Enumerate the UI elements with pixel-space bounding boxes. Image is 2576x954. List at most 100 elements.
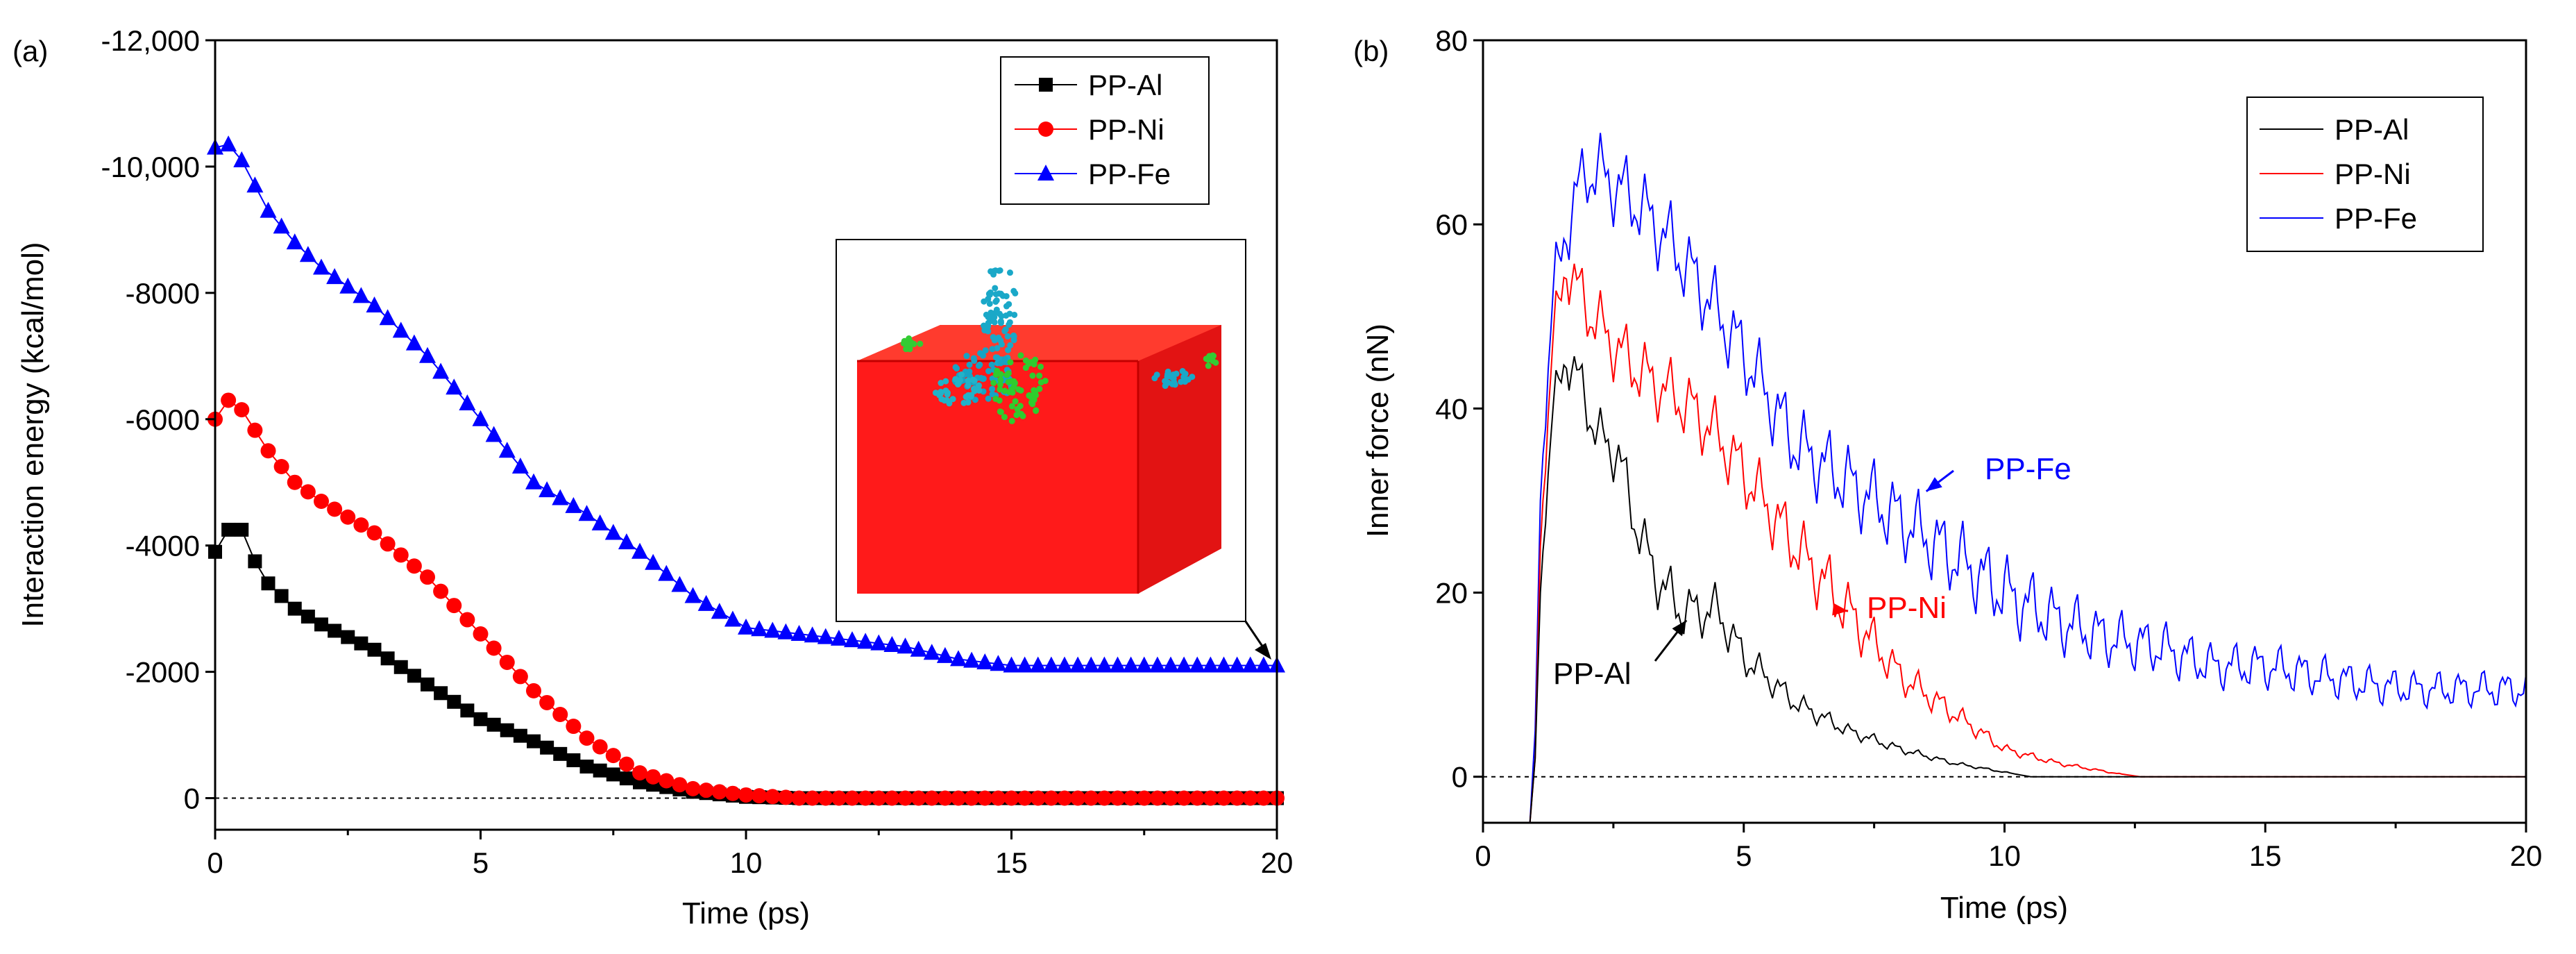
data-point (1003, 790, 1019, 806)
data-point (579, 760, 594, 774)
panel-a-y-axis-title: Interaction energy (kcal/mol) (16, 242, 50, 627)
polymer-bead (991, 337, 998, 344)
data-point (539, 694, 555, 710)
data-point (512, 669, 528, 685)
data-point (1096, 790, 1112, 806)
polymer-bead (1007, 359, 1014, 366)
panel-a-inset (836, 239, 1246, 622)
data-point (1083, 790, 1099, 806)
data-point (379, 309, 396, 326)
series-line-pp-fe (1529, 133, 2527, 823)
panel-a-legend-box (1000, 56, 1210, 205)
polymer-bead (997, 408, 1004, 415)
data-point (672, 777, 688, 793)
a-x-tick-label: 10 (730, 846, 763, 879)
data-point (923, 644, 940, 660)
data-point (327, 501, 343, 517)
data-point (724, 785, 740, 801)
data-point (511, 457, 529, 474)
a-x-tick-label: 20 (1261, 846, 1294, 879)
panel-a-x-axis-title: Time (ps) (682, 896, 810, 930)
data-point (233, 151, 251, 167)
data-point (606, 767, 620, 782)
data-point (844, 631, 861, 648)
a-x-tick-label: 15 (995, 846, 1028, 879)
polymer-bead (949, 396, 956, 403)
legend-marker (1039, 78, 1053, 92)
polymer-bead (971, 358, 978, 365)
data-point (340, 509, 356, 525)
polymer-bead (1153, 371, 1160, 378)
data-point (393, 547, 409, 563)
polymer-bead (1031, 387, 1037, 394)
data-point (1017, 790, 1033, 806)
b-x-tick-label: 0 (1475, 839, 1491, 872)
data-point (299, 246, 316, 262)
data-point (420, 569, 435, 585)
annotation-arrowhead (1832, 603, 1849, 616)
polymer-bead (903, 346, 910, 353)
data-point (1229, 790, 1245, 806)
b-y-tick-label: 20 (1435, 577, 1468, 610)
data-point (990, 655, 1007, 671)
polymer-bead (955, 380, 962, 387)
a-x-tick-label: 0 (207, 846, 223, 879)
data-point (353, 287, 370, 303)
polymer-bead (944, 391, 951, 398)
polymer-bead (965, 377, 972, 384)
data-point (1135, 656, 1153, 673)
data-point (565, 496, 582, 513)
polymer-bead (1017, 410, 1024, 417)
data-point (1056, 656, 1073, 673)
data-point (405, 334, 423, 351)
polymer-bead (907, 340, 914, 347)
polymer-bead (985, 395, 992, 402)
panel-b-x-axis-title: Time (ps) (1940, 891, 2068, 925)
data-point (486, 717, 501, 732)
data-point (659, 773, 675, 789)
b-x-tick-label: 20 (2510, 839, 2543, 872)
polymer-bead (1008, 378, 1015, 385)
data-point (777, 623, 795, 639)
data-point (339, 277, 357, 294)
polymer-bead (1179, 368, 1186, 375)
data-point (432, 362, 450, 379)
data-point (500, 723, 514, 737)
data-point (738, 787, 754, 803)
data-point (1255, 790, 1271, 806)
polymer-bead (1001, 414, 1008, 421)
polymer-bead (992, 371, 999, 378)
panel-b-chart: (b) 0 5 10 15 20 0 20 40 60 80 Time (ps) Inner f… (1353, 24, 2542, 925)
data-point (910, 790, 926, 806)
data-point (924, 790, 940, 806)
polymer-bead (958, 371, 965, 378)
data-point (1042, 656, 1060, 673)
polymer-bead (1012, 398, 1019, 405)
polymer-bead (997, 376, 1004, 383)
data-point (579, 730, 595, 746)
polymer-bead (996, 310, 1003, 317)
annotation-label: PP-Fe (1985, 452, 2071, 486)
data-point (328, 624, 342, 638)
annotation-label: PP-Al (1553, 657, 1631, 691)
data-point (421, 677, 434, 692)
data-point (459, 612, 475, 628)
polymer-bead (968, 392, 975, 399)
polymer-bead (991, 319, 998, 326)
data-point (473, 626, 489, 642)
polymer-bead (1033, 407, 1040, 414)
data-point (765, 789, 781, 805)
data-point (473, 712, 488, 726)
data-point (963, 651, 981, 668)
annotation-pp-fe: PP-Fe (1925, 452, 2071, 492)
data-point (1149, 790, 1165, 806)
polymer-bead (1037, 363, 1044, 370)
data-point (1029, 656, 1046, 673)
polymer-bead (938, 396, 945, 403)
legend-marker (1037, 165, 1054, 181)
data-point (618, 756, 634, 772)
polymer-bead (1189, 374, 1196, 380)
legend-item-pp-ni: PP-Ni (2260, 158, 2411, 190)
legend-item-pp-al: PP-Al (1015, 69, 1162, 101)
data-point (817, 790, 833, 806)
